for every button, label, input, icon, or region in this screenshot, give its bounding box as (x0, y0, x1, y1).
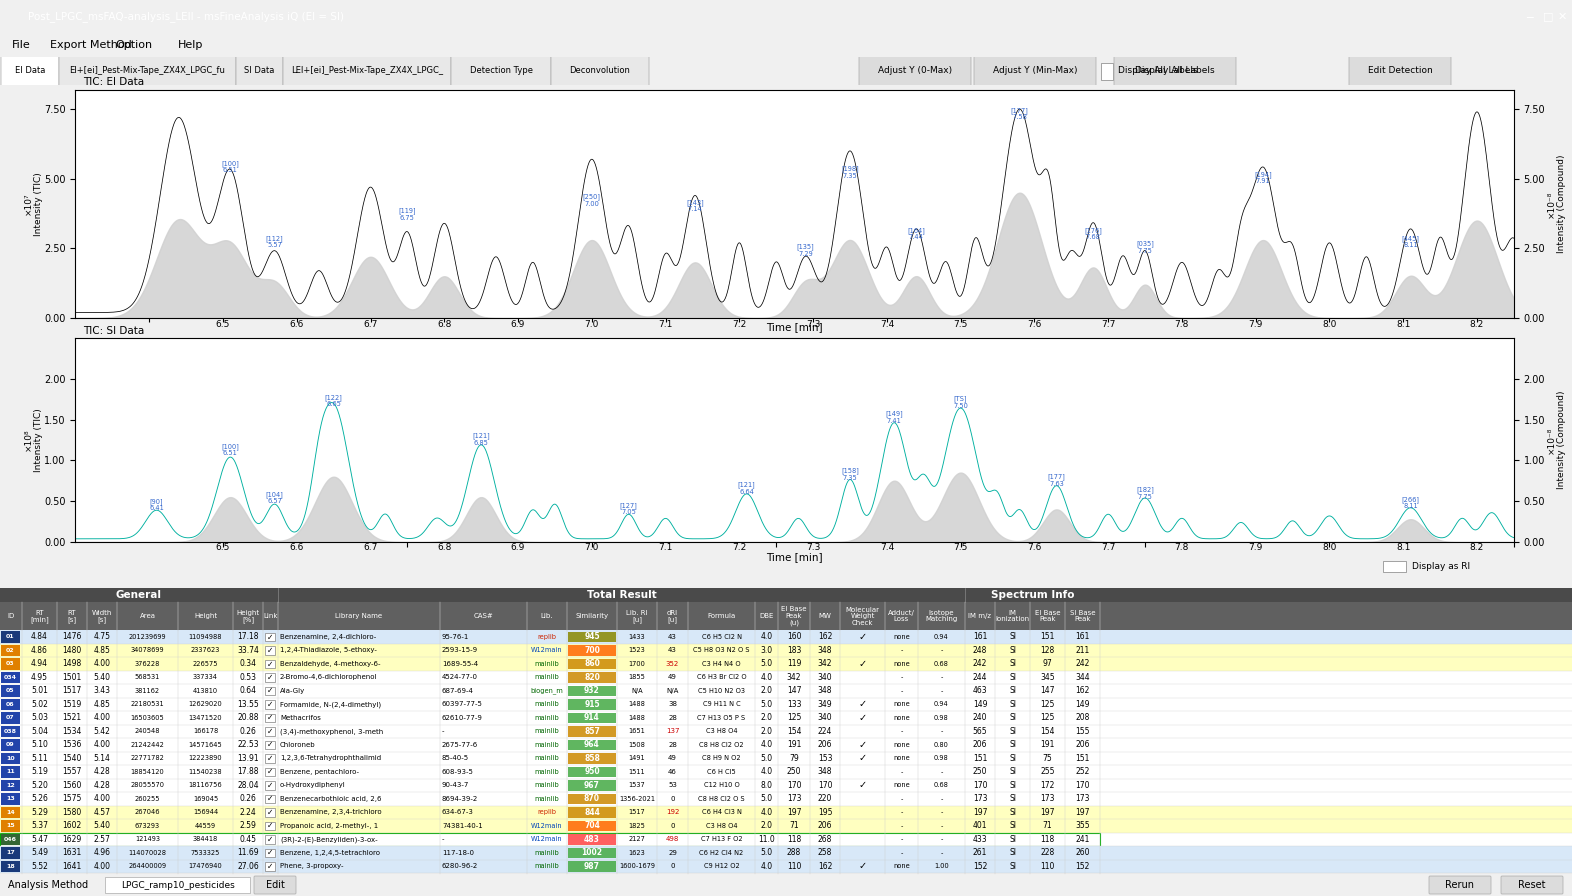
Text: 110: 110 (1041, 862, 1055, 871)
Text: 20.88: 20.88 (237, 713, 259, 722)
Text: [266]
8.11: [266] 8.11 (1402, 496, 1420, 510)
Text: 4.00: 4.00 (93, 795, 110, 804)
Text: 240548: 240548 (135, 728, 160, 735)
Text: none: none (893, 715, 910, 721)
Text: 288: 288 (788, 849, 802, 857)
FancyBboxPatch shape (60, 30, 236, 112)
Text: Lib. RI
[u]: Lib. RI [u] (626, 609, 648, 623)
Text: ✓: ✓ (267, 633, 274, 642)
Text: Width
[s]: Width [s] (91, 609, 112, 623)
Text: 1575: 1575 (63, 795, 82, 804)
Text: 6.9: 6.9 (511, 320, 525, 329)
Text: 0.94: 0.94 (934, 702, 949, 708)
Text: [104]
6.57: [104] 6.57 (266, 491, 283, 504)
Text: 2.0: 2.0 (761, 686, 772, 695)
Text: C8 H9 N O2: C8 H9 N O2 (703, 755, 740, 762)
Text: CAS#: CAS# (473, 613, 494, 619)
Text: 208: 208 (1075, 713, 1089, 722)
Bar (0, 657, 1572, 671)
Text: 18116756: 18116756 (189, 782, 222, 788)
Text: C8 H8 Cl2 O2: C8 H8 Cl2 O2 (700, 742, 744, 748)
Text: none: none (893, 755, 910, 762)
Text: 49: 49 (668, 675, 678, 680)
Text: 267046: 267046 (135, 809, 160, 815)
Text: 6.5: 6.5 (215, 320, 230, 329)
FancyBboxPatch shape (1115, 31, 1236, 111)
Bar (567, 699, 616, 710)
Text: 0: 0 (670, 823, 674, 829)
Y-axis label: ×10⁸
Intensity (TIC): ×10⁸ Intensity (TIC) (24, 408, 42, 472)
Text: ✓: ✓ (267, 673, 274, 682)
Bar (2, 753, 20, 764)
Bar (2, 699, 20, 711)
Bar (567, 726, 616, 737)
Text: 860: 860 (585, 659, 601, 668)
Text: 11: 11 (6, 770, 14, 774)
Text: 1488: 1488 (629, 702, 646, 708)
Text: -: - (901, 849, 902, 856)
Text: 7.6: 7.6 (1027, 543, 1042, 552)
Text: Benzenamine, 2,3,4-trichloro: Benzenamine, 2,3,4-trichloro (280, 809, 382, 815)
Bar (0, 832, 1100, 846)
Bar (567, 861, 616, 872)
Text: 154: 154 (786, 727, 802, 736)
Text: 0.68: 0.68 (934, 782, 949, 788)
Text: 1501: 1501 (63, 673, 82, 682)
Text: 5.19: 5.19 (31, 767, 47, 776)
Text: 5.52: 5.52 (31, 862, 47, 871)
Text: ✓: ✓ (858, 632, 866, 642)
Text: 242: 242 (973, 659, 987, 668)
Text: 1855: 1855 (629, 675, 646, 680)
Text: 6.6: 6.6 (289, 543, 303, 552)
Text: [143]
7.14: [143] 7.14 (687, 199, 704, 212)
Text: [135]
7.29: [135] 7.29 (797, 244, 814, 257)
Text: N/A: N/A (632, 688, 643, 694)
Text: 14: 14 (6, 810, 14, 814)
Text: 7.0: 7.0 (585, 320, 599, 329)
Bar (266, 659, 275, 668)
Bar (567, 807, 616, 817)
Bar (567, 848, 616, 858)
Text: 224: 224 (817, 727, 832, 736)
Text: 264400009: 264400009 (129, 863, 167, 869)
Bar (266, 795, 275, 803)
Text: [182]
7.75: [182] 7.75 (1137, 487, 1154, 500)
Text: 128: 128 (1041, 646, 1055, 655)
Text: 191: 191 (788, 740, 802, 749)
Text: C6 H Cl5: C6 H Cl5 (707, 769, 736, 775)
Text: mainlib: mainlib (534, 715, 560, 721)
Text: 5.40: 5.40 (93, 673, 110, 682)
Text: 1519: 1519 (63, 700, 82, 709)
Text: 260: 260 (1075, 849, 1089, 857)
Bar (2, 860, 20, 872)
Y-axis label: ×10⁷
Intensity (TIC): ×10⁷ Intensity (TIC) (24, 172, 42, 236)
Text: EI+[ei]_Pest-Mix-Tape_ZX4X_LPGC_fu: EI+[ei]_Pest-Mix-Tape_ZX4X_LPGC_fu (69, 66, 225, 75)
Text: Help: Help (178, 40, 203, 50)
Text: 5.03: 5.03 (31, 713, 49, 722)
FancyBboxPatch shape (283, 30, 451, 112)
Text: mainlib: mainlib (534, 769, 560, 775)
Text: 183: 183 (788, 646, 802, 655)
Text: 1560: 1560 (63, 780, 82, 790)
Text: 228: 228 (1041, 849, 1055, 857)
Text: C3 H4 N4 O: C3 H4 N4 O (703, 661, 740, 667)
Text: 7.2: 7.2 (733, 543, 747, 552)
Text: 28055570: 28055570 (130, 782, 165, 788)
Text: ID: ID (8, 613, 14, 619)
Text: 0.98: 0.98 (934, 715, 949, 721)
Text: 13.55: 13.55 (237, 700, 259, 709)
Text: 7.7: 7.7 (1100, 543, 1115, 552)
Bar (567, 659, 616, 669)
Text: Chloroneb: Chloroneb (280, 742, 316, 748)
Text: 8.1: 8.1 (1396, 543, 1410, 552)
Text: Analysis Method: Analysis Method (8, 880, 88, 890)
Text: [198]
7.35: [198] 7.35 (841, 166, 858, 179)
Text: [121]
6.64: [121] 6.64 (737, 481, 756, 495)
Text: 4.0: 4.0 (761, 673, 772, 682)
Text: 125: 125 (788, 713, 802, 722)
Text: 18: 18 (6, 864, 14, 869)
Text: 2127: 2127 (629, 836, 646, 842)
Text: □: □ (1542, 12, 1553, 22)
Text: 260255: 260255 (135, 796, 160, 802)
Text: 241: 241 (1075, 835, 1089, 844)
